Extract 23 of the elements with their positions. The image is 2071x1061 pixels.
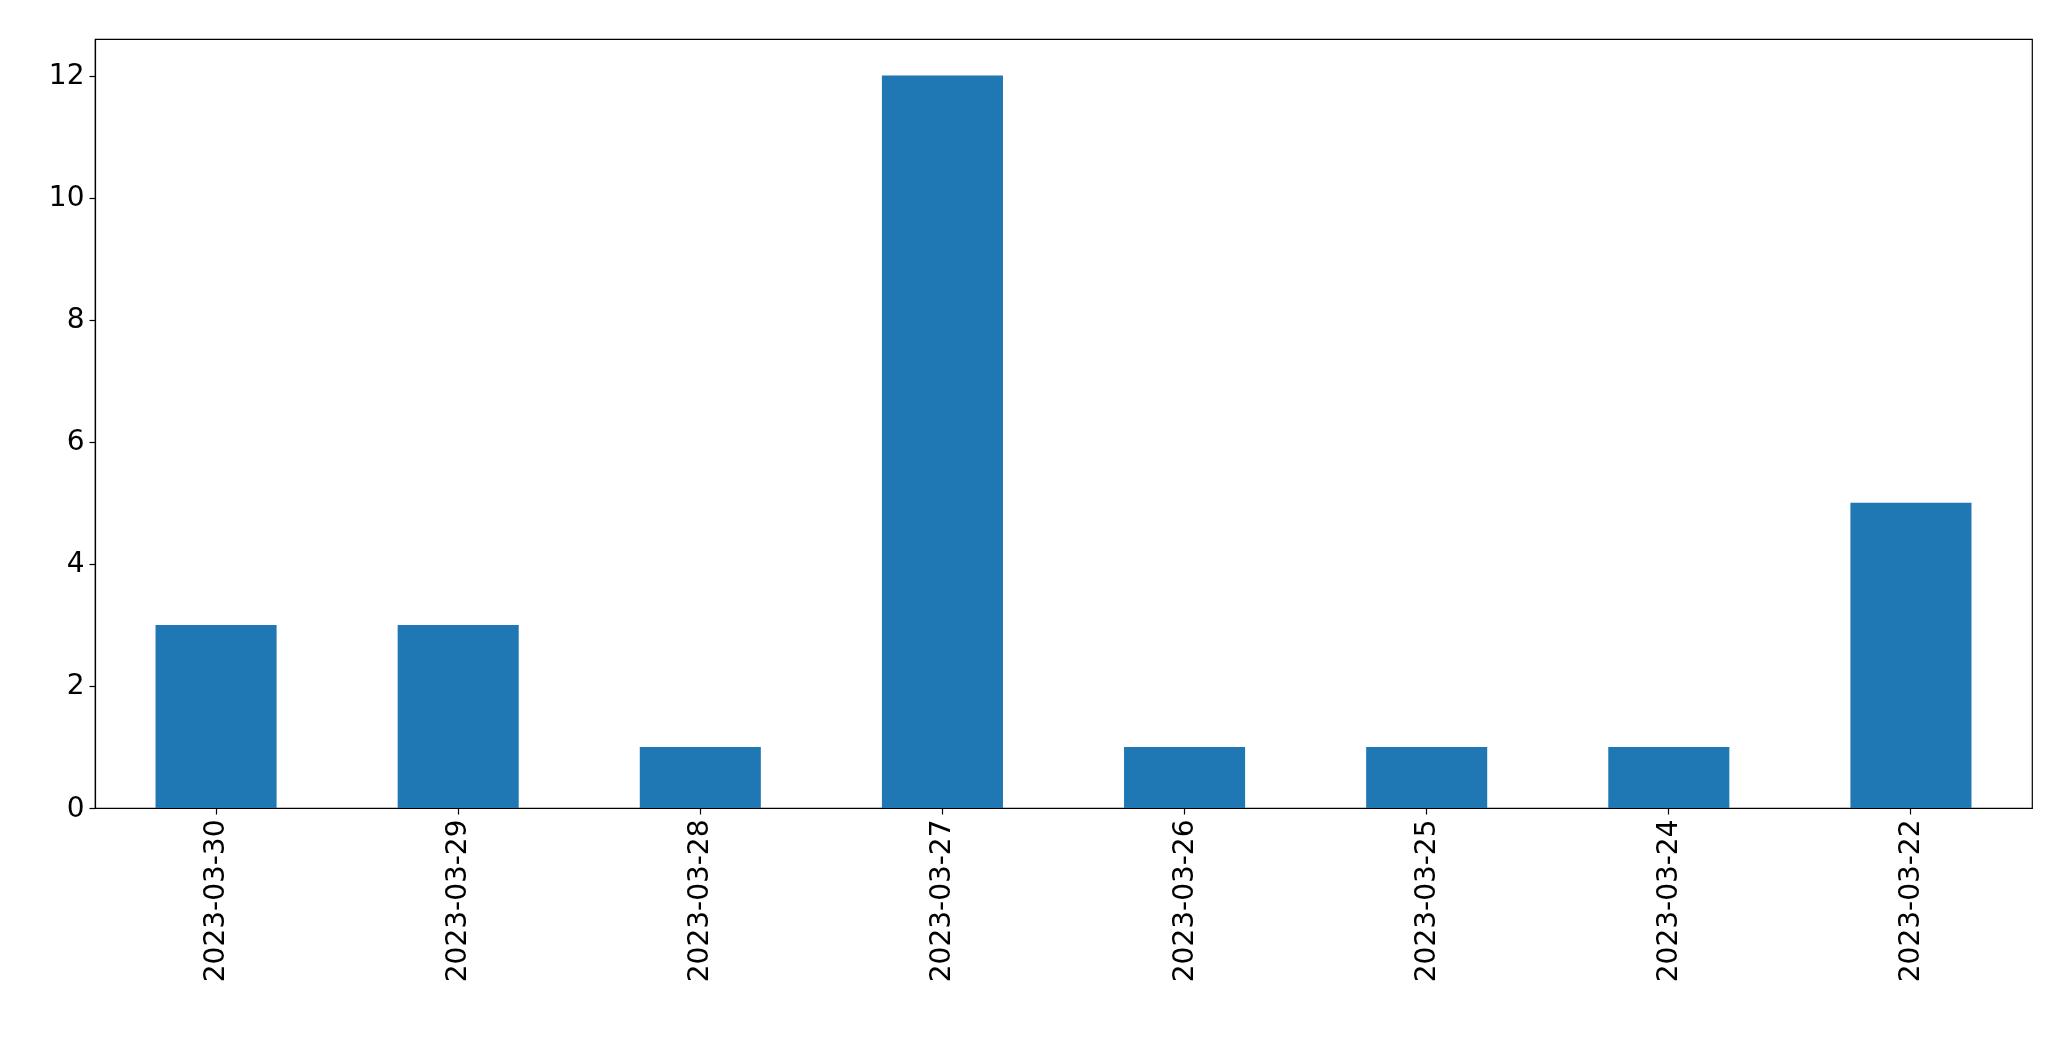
x-tick-label: 2023-03-28 <box>682 819 716 983</box>
bar <box>1850 502 1972 808</box>
y-tick-label: 8 <box>66 302 85 336</box>
x-tick-label: 2023-03-29 <box>440 819 474 983</box>
x-tick-label: 2023-03-24 <box>1650 819 1684 983</box>
x-tick-label: 2023-03-30 <box>198 819 232 983</box>
y-tick-label: 4 <box>66 546 85 580</box>
bar <box>881 75 1003 808</box>
bar <box>1124 746 1246 808</box>
y-tick-label: 12 <box>48 58 85 92</box>
bar <box>155 624 277 808</box>
bar <box>639 746 761 808</box>
x-tick-label: 2023-03-22 <box>1892 819 1926 983</box>
x-tick-label: 2023-03-27 <box>924 819 958 983</box>
y-tick-label: 2 <box>66 668 85 702</box>
y-tick-label: 10 <box>48 180 85 214</box>
y-tick-label: 6 <box>66 424 85 458</box>
bar <box>1608 746 1730 808</box>
bar <box>1366 746 1488 808</box>
bar <box>397 624 519 808</box>
x-tick-label: 2023-03-26 <box>1166 819 1200 983</box>
x-tick-label: 2023-03-25 <box>1408 819 1442 983</box>
y-tick-label: 0 <box>66 790 85 824</box>
